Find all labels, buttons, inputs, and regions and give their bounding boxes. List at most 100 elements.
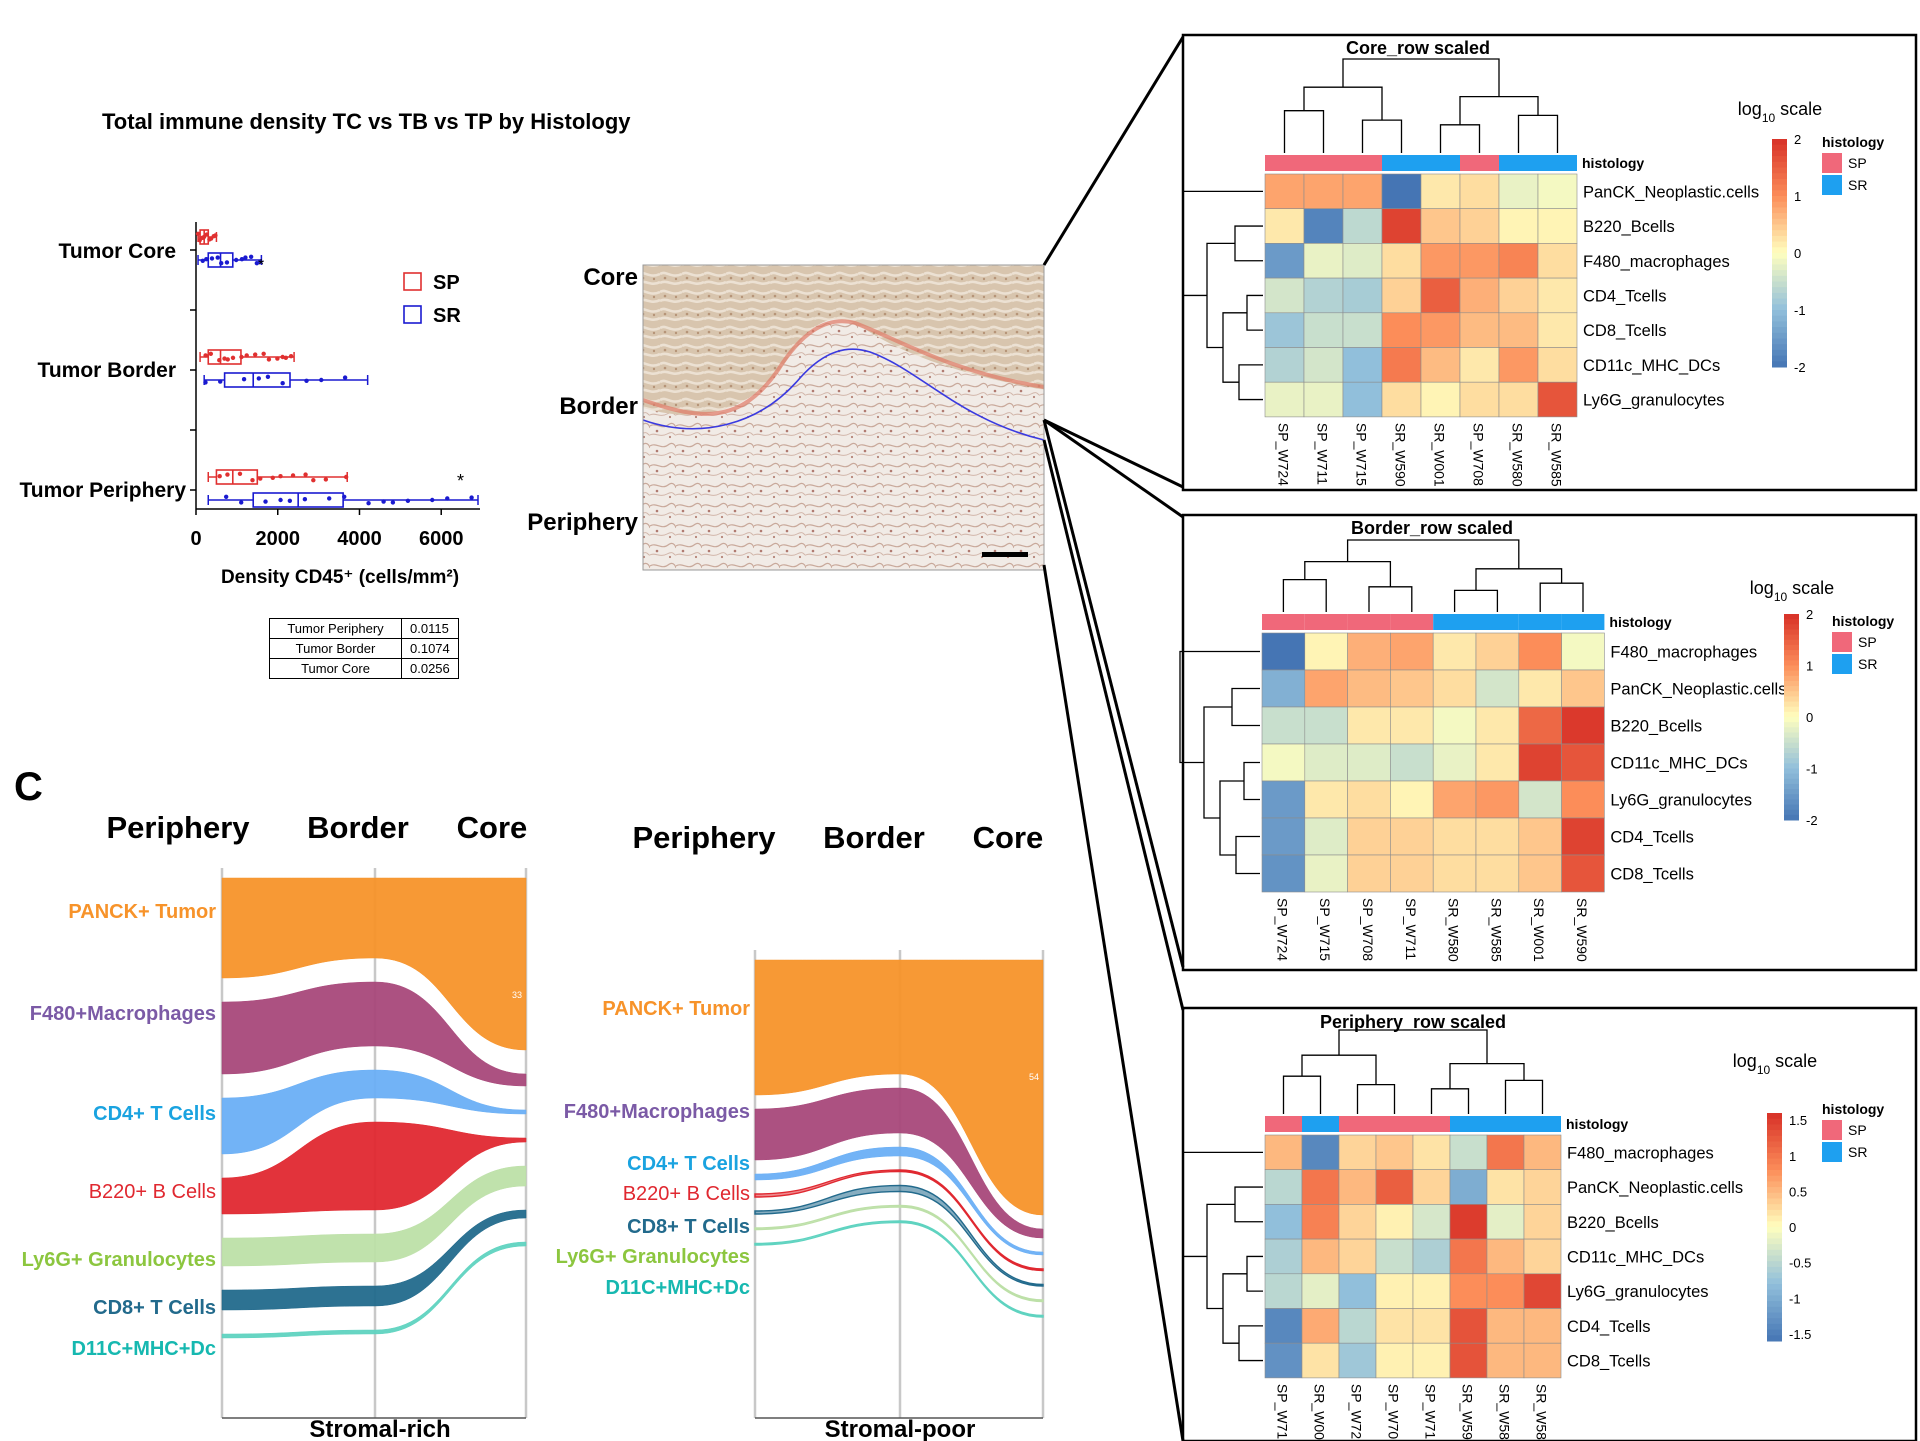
histology-panel: Core Border Periphery [527, 36, 1185, 1441]
color-scale: log10 scale 2 1 0 -1 -2 [1750, 578, 1834, 828]
box-sp [195, 229, 218, 245]
heatmap-cell [1518, 669, 1562, 708]
scale-tick-label: 0 [1794, 246, 1801, 261]
histology-annotation-cell [1265, 155, 1304, 171]
heatmap-cell [1561, 706, 1605, 745]
histology-annotation-cell [1518, 614, 1562, 630]
scale-segment [1784, 711, 1799, 718]
data-point [469, 495, 474, 500]
heatmap-col-label: SP_W708 [1471, 423, 1487, 486]
data-point [217, 358, 222, 363]
data-point [204, 257, 209, 262]
scale-segment [1767, 1278, 1782, 1285]
heatmap-col-label: SP_W72 [1349, 1384, 1365, 1439]
heatmap-cell [1390, 706, 1434, 745]
heatmap-cell [1498, 347, 1539, 383]
heatmap-cell [1432, 669, 1477, 708]
sig-mark-core: * [258, 257, 264, 274]
heatmap-cell [1304, 632, 1348, 671]
scale-segment [1767, 1147, 1782, 1154]
scale-tick-label: -1 [1794, 303, 1806, 318]
scale-segment [1784, 814, 1799, 821]
heatmap-cell [1264, 1308, 1303, 1344]
boxplot-panel: Total immune density TC vs TB vs TP by H… [20, 109, 632, 588]
scale-segment [1767, 1152, 1782, 1160]
scale-segment [1784, 778, 1799, 785]
heatmap-cell [1420, 173, 1461, 210]
heatmap-col-label: SR_W58 [1497, 1384, 1513, 1440]
flow-label: Ly6G+ Granulocytes [556, 1246, 750, 1268]
alluvial-panel: C Periphery Border Core PANCK+ Tumor F480+Ma… [14, 765, 1045, 1441]
scale-segment [1784, 804, 1799, 811]
data-point [197, 238, 202, 243]
flow-label: PANCK+ Tumor [68, 901, 216, 923]
scale-segment [1772, 196, 1787, 203]
data-point [275, 356, 280, 361]
pvalue-region: Tumor Border [269, 638, 402, 659]
heatmap-cell [1561, 780, 1605, 819]
column-dendrogram [1282, 539, 1584, 612]
flow-label: F480+Macrophages [30, 1003, 216, 1025]
scale-segment [1767, 1181, 1782, 1188]
heatmap-cell [1304, 817, 1348, 856]
data-point [342, 375, 348, 380]
scale-segment [1784, 737, 1799, 744]
flow-band [754, 1204, 1044, 1303]
heatmap-cell [1347, 780, 1391, 819]
flow-band [221, 877, 527, 1051]
heatmap-cell [1338, 1238, 1377, 1275]
zoom-connector-lines [1042, 36, 1185, 1441]
legend-title: histology [1832, 613, 1894, 629]
flow-band [754, 1146, 1044, 1256]
heatmap-cell [1486, 1308, 1525, 1344]
heatmap-cell [1303, 381, 1344, 418]
data-point [248, 254, 254, 259]
heatmap-cell [1475, 632, 1520, 671]
scale-tick-label: 2 [1806, 607, 1813, 622]
scale-segment [1772, 218, 1787, 225]
data-point [278, 474, 283, 479]
flow-band [221, 1241, 527, 1339]
legend-swatch-sr [403, 305, 422, 324]
heatmap-col-label: SP_W711 [1403, 898, 1419, 960]
row-dendrogram [1179, 650, 1260, 875]
scale-segment [1772, 173, 1787, 180]
heatmap-cell [1432, 854, 1477, 893]
heatmap-row-label: PanCK_Neoplastic.cells [1567, 1179, 1743, 1197]
scale-segment [1767, 1301, 1782, 1308]
legend-swatch [1832, 654, 1852, 674]
heatmap-cell [1523, 1273, 1562, 1309]
heatmap-cell [1261, 669, 1306, 708]
heatmap-cell [1412, 1134, 1451, 1171]
flow-label: CD8+ T Cells [93, 1297, 216, 1319]
heatmap-row-label: Ly6G_granulocytes [1610, 792, 1752, 810]
scale-segment [1767, 1113, 1782, 1120]
region-label-core: Tumor Core [59, 240, 176, 263]
scale-segment [1784, 691, 1799, 697]
scale-segment [1772, 281, 1787, 288]
histology-annotation-cell [1304, 614, 1348, 630]
region-label-periphery: Tumor Periphery [20, 479, 187, 502]
heatmap-cell [1459, 347, 1500, 383]
heatmap-cell [1301, 1204, 1340, 1240]
heatmap-cell [1412, 1169, 1451, 1205]
heatmap-row-label: F480_macrophages [1583, 253, 1730, 271]
heatmap-cell [1412, 1273, 1451, 1309]
data-point [219, 261, 224, 266]
heatmap-cell [1264, 1204, 1303, 1240]
histology-annotation-cell [1265, 1116, 1302, 1132]
histology-annotation-cell [1390, 614, 1434, 630]
heatmap-cell [1347, 632, 1391, 671]
scale-segment [1784, 799, 1799, 806]
data-point [239, 257, 245, 262]
pvalue-region: Tumor Core [269, 658, 402, 679]
data-point [270, 475, 275, 480]
pvalue-region: Tumor Periphery [269, 618, 402, 639]
scale-segment [1772, 258, 1787, 265]
data-point [243, 255, 248, 260]
histology-annotation-cell [1302, 1116, 1339, 1132]
heatmap-cell [1498, 243, 1539, 279]
heatmap-cell [1475, 669, 1520, 708]
heatmap-cell [1375, 1134, 1414, 1171]
scale-segment [1784, 758, 1799, 764]
